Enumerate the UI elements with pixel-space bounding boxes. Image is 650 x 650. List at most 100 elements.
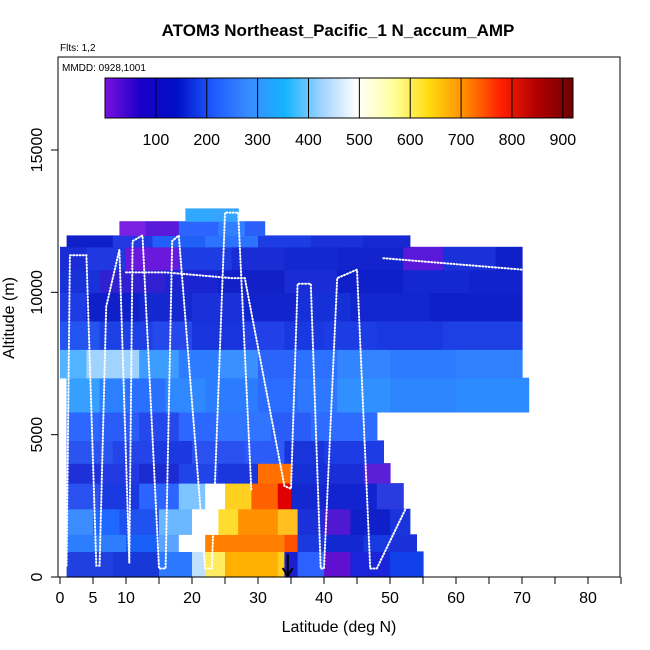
heatmap-cell: [218, 221, 246, 236]
heatmap-cell: [291, 463, 325, 484]
heatmap-cell: [350, 508, 391, 535]
heatmap-cell: [139, 349, 180, 379]
heatmap-cell: [178, 534, 206, 552]
heatmap-cell: [284, 246, 338, 271]
heatmap-cell: [324, 463, 365, 484]
heatmap-cell: [205, 377, 259, 413]
x-tick-label: 40: [315, 590, 333, 607]
heatmap-cell: [126, 534, 160, 552]
heatmap-cell: [324, 483, 378, 510]
heatmap-cell: [60, 269, 101, 293]
heatmap-cell: [244, 221, 266, 236]
heatmap-cell: [159, 508, 193, 535]
heatmap-cell: [145, 221, 180, 236]
y-tick-label: 0: [29, 572, 46, 581]
x-tick-label: 50: [381, 590, 399, 607]
heatmap-cell: [60, 349, 87, 379]
heatmap-cell: [66, 534, 127, 552]
heatmap-cell: [310, 235, 365, 248]
heatmap-cell: [376, 320, 444, 350]
heatmap-cell: [60, 246, 87, 271]
heatmap-cell: [218, 411, 272, 441]
heatmap-cell: [456, 377, 530, 413]
heatmap-cell: [390, 377, 457, 413]
plot-frame: [57, 56, 621, 578]
heatmap-cell: [139, 463, 180, 484]
heatmap-cell: [238, 508, 279, 535]
heatmap-cell: [192, 551, 206, 578]
heatmap-cell: [139, 483, 180, 510]
heatmap-cell: [152, 440, 193, 464]
heatmap-cell: [119, 221, 147, 236]
colorbar-tick-label: 700: [448, 132, 475, 149]
heatmap-cell: [297, 508, 325, 535]
heatmap-cell: [251, 483, 279, 510]
y-tick-label: 10000: [29, 270, 46, 315]
heatmap-cell: [495, 246, 523, 271]
heatmap-cell: [139, 411, 180, 441]
heatmap-cell: [277, 508, 299, 535]
heatmap-cell: [337, 269, 404, 293]
heatmap-cell: [185, 208, 213, 222]
heatmap-cell: [350, 551, 391, 578]
heatmap-cell: [112, 551, 160, 578]
heatmap-cell: [284, 534, 299, 552]
heatmap-cell: [66, 235, 114, 248]
heatmap-cell: [192, 292, 246, 322]
heatmap-cell: [66, 440, 114, 464]
heatmap-cell: [277, 483, 292, 510]
colorbar-tick-label: 600: [397, 132, 424, 149]
heatmap-cell: [244, 440, 285, 464]
heatmap-cell: [205, 551, 226, 578]
flight-track: [65, 211, 253, 570]
heatmap-cell: [225, 483, 252, 510]
heatmap-cell: [218, 463, 259, 484]
colorbar: 100 200 300 400 500 600 700 800 900: [104, 77, 576, 149]
heatmap-cell: [284, 440, 325, 464]
heatmap-cell: [66, 411, 101, 441]
heatmap-cell: [152, 235, 206, 248]
heatmap-cell: [258, 349, 299, 379]
heatmap-cell: [324, 534, 365, 552]
heatmap-cell: [244, 320, 285, 350]
heatmap-cell: [225, 551, 279, 578]
heatmap-cell: [390, 534, 417, 552]
heatmap-cell: [363, 463, 391, 484]
heatmap-cell: [258, 463, 292, 484]
heatmap-cell: [66, 377, 101, 413]
heatmap-cell: [205, 235, 259, 248]
x-tick-label: 70: [513, 590, 531, 607]
heatmap-cell: [376, 483, 404, 510]
heatmap-cell: [60, 320, 101, 350]
heatmap-cell: [178, 349, 219, 379]
heatmap-cell: [337, 246, 404, 271]
heatmap-cell: [66, 463, 101, 484]
heatmap-cell: [324, 440, 384, 464]
heatmap-cell: [337, 349, 391, 379]
heatmap-cell: [119, 508, 160, 535]
x-axis-label: Latitude (deg N): [282, 619, 397, 636]
flight-tracks: [65, 211, 523, 578]
heatmap-cell: [126, 377, 167, 413]
heatmap-layer: [60, 208, 530, 578]
heatmap-cell: [310, 411, 378, 441]
heatmap-cell: [165, 377, 206, 413]
heatmap-cell: [231, 246, 285, 271]
x-tick-label: 80: [579, 590, 597, 607]
colorbar-tick-label: 400: [295, 132, 322, 149]
heatmap-cell: [456, 349, 523, 379]
heatmap-cell: [271, 411, 312, 441]
colorbar-tick-label: 300: [244, 132, 271, 149]
heatmap-cell: [429, 292, 523, 322]
colorbar-tick-label: 200: [193, 132, 220, 149]
heatmap-cell: [205, 534, 285, 552]
y-tick-label: 15000: [29, 128, 46, 173]
heatmap-cell: [277, 551, 285, 578]
heatmap-cell: [192, 508, 219, 535]
heatmap-cell: [258, 235, 312, 248]
heatmap-cell: [178, 221, 219, 236]
heatmap-cell: [112, 440, 153, 464]
heatmap-cell: [363, 534, 391, 552]
y-tick-label: 5000: [29, 417, 46, 453]
